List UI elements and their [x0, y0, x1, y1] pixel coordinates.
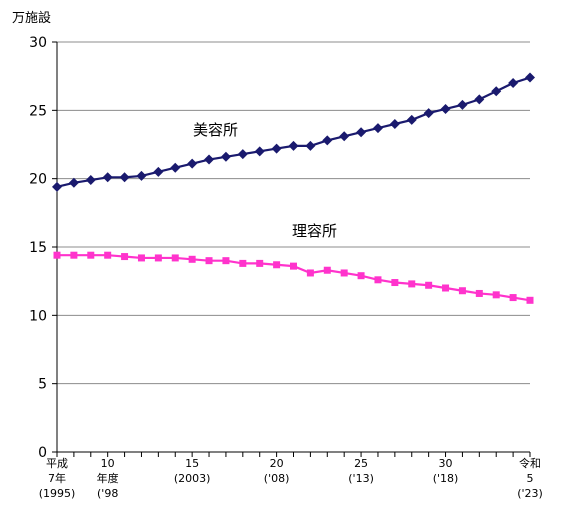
data-point-diamond [508, 78, 519, 88]
data-point-diamond [52, 181, 62, 192]
y-tick-label: 5 [38, 377, 47, 393]
x-tick-label: 15 (2003) [174, 457, 211, 485]
data-point-diamond [68, 177, 79, 188]
data-point-diamond [525, 72, 535, 83]
data-point-diamond [440, 103, 451, 114]
data-point-diamond [305, 140, 316, 151]
data-point-square [53, 251, 61, 259]
series-label-riyousho: 理容所 [292, 222, 337, 240]
data-point-diamond [406, 114, 417, 125]
data-point-square [425, 281, 433, 289]
data-point-square [323, 266, 331, 274]
y-tick-label: 10 [29, 308, 47, 324]
data-point-diamond [102, 172, 113, 183]
data-point-diamond [220, 151, 231, 162]
data-point-diamond [204, 154, 215, 165]
data-point-diamond [423, 108, 434, 119]
x-tick-label: 25 ('13) [348, 457, 374, 485]
data-point-square [526, 296, 534, 304]
data-point-diamond [372, 123, 383, 134]
y-tick-label: 0 [38, 445, 47, 461]
data-point-square [121, 253, 129, 261]
data-point-square [273, 261, 281, 269]
data-point-diamond [170, 162, 181, 173]
x-tick-label: 令和 5 ('23) [517, 456, 543, 500]
data-point-square [475, 289, 483, 297]
y-axis-ticks: 0 5 10 15 20 25 30 [29, 35, 57, 461]
data-point-diamond [322, 135, 333, 146]
data-point-diamond [237, 149, 248, 160]
data-point-square [256, 259, 264, 267]
data-point-diamond [457, 99, 468, 110]
data-point-square [492, 291, 500, 299]
data-point-square [239, 259, 247, 267]
data-point-square [188, 255, 196, 263]
data-point-diamond [254, 146, 265, 157]
series-line-0 [56, 76, 531, 188]
data-point-square [391, 279, 399, 287]
data-point-diamond [119, 172, 130, 183]
x-axis-ticks: 平成 7年(1995) 10 年度('98 15 (2003) 20 ('08) 25 ('13)… [39, 452, 543, 500]
series-label-biyousho: 美容所 [193, 121, 238, 139]
data-point-square [70, 251, 78, 259]
data-point-square [205, 257, 213, 265]
data-point-square [154, 254, 162, 262]
data-point-diamond [491, 86, 502, 97]
data-point-diamond [339, 131, 350, 142]
data-point-diamond [85, 175, 96, 186]
data-point-diamond [474, 94, 485, 105]
data-point-square [340, 269, 348, 277]
data-point-diamond [356, 127, 367, 138]
data-point-square [458, 287, 466, 295]
data-point-diamond [153, 166, 164, 177]
y-unit-label: 万施設 [12, 10, 51, 26]
x-tick-label: 平成 7年(1995) [39, 457, 76, 500]
y-gridlines [57, 41, 530, 385]
y-tick-label: 15 [29, 240, 47, 256]
data-point-square [87, 251, 95, 259]
y-tick-label: 30 [29, 35, 47, 51]
data-point-square [104, 251, 112, 259]
data-point-diamond [389, 119, 400, 129]
data-point-diamond [288, 140, 299, 151]
y-tick-label: 25 [29, 103, 47, 119]
data-point-square [290, 262, 297, 270]
data-point-square [171, 254, 179, 262]
data-point-square [357, 272, 365, 280]
data-point-square [374, 276, 382, 284]
series-markers [52, 72, 535, 304]
data-point-square [306, 269, 314, 277]
data-point-diamond [136, 170, 147, 181]
data-point-square [222, 257, 230, 265]
data-point-square [442, 284, 450, 292]
x-tick-label: 20 ('08) [264, 457, 290, 485]
data-point-square [137, 254, 145, 262]
x-tick-label: 10 年度('98 [97, 457, 119, 500]
data-point-square [509, 294, 517, 302]
data-point-square [408, 280, 416, 288]
y-tick-label: 20 [29, 172, 47, 188]
data-point-diamond [187, 158, 198, 169]
x-tick-label: 30 ('18) [433, 457, 459, 485]
data-point-diamond [271, 143, 282, 154]
